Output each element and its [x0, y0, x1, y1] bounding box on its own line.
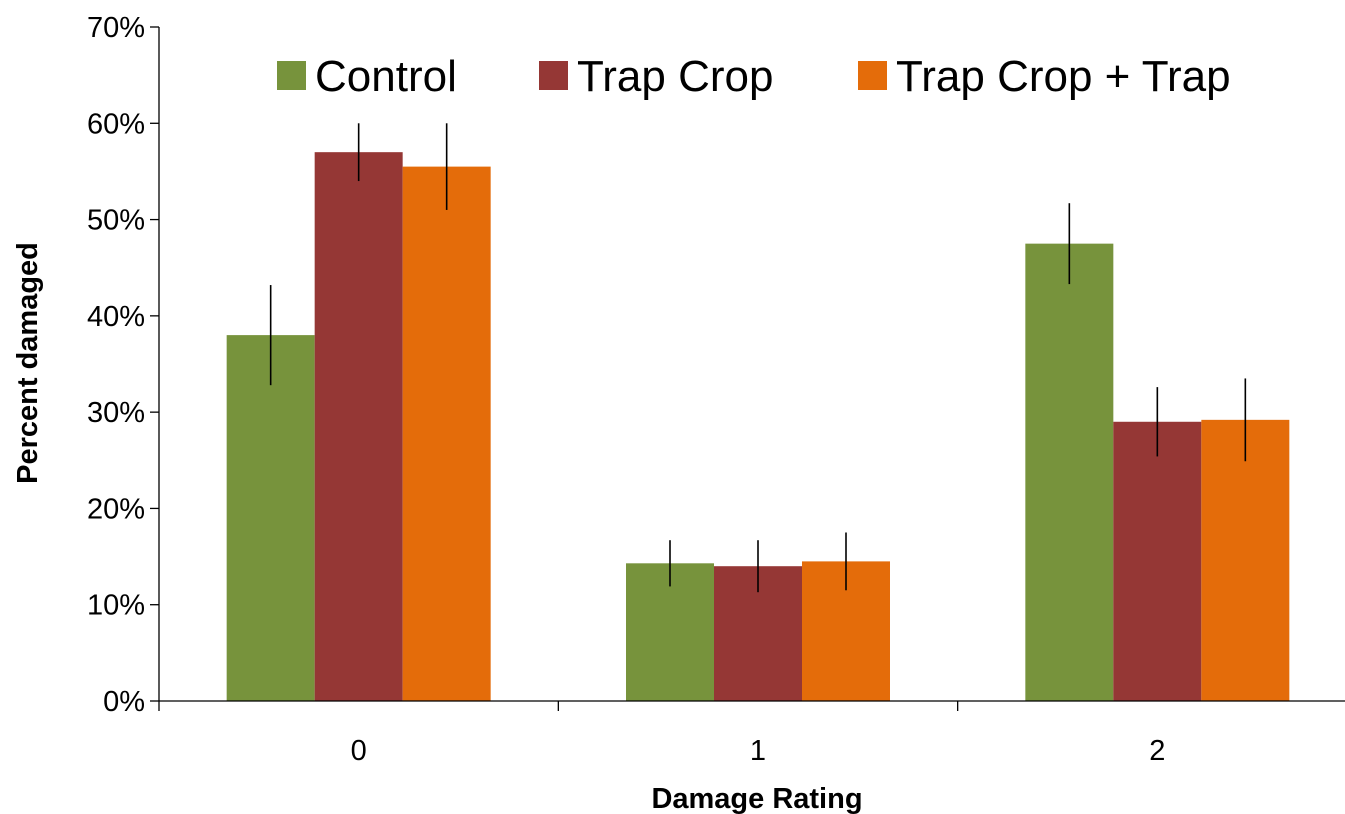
- bar-control-cat-0: [226, 335, 315, 701]
- x-axis-title: Damage Rating: [651, 783, 862, 814]
- y-tick-label: 50%: [87, 205, 145, 237]
- y-axis-title: Percent damaged: [12, 242, 44, 484]
- x-tick-label: 1: [750, 735, 766, 767]
- y-tick-label: 0%: [103, 686, 145, 718]
- bar-control-cat-2: [1025, 243, 1114, 701]
- y-tick-label: 30%: [87, 397, 145, 429]
- axes: [150, 26, 1345, 711]
- bar-trap-crop-trap-cat-0: [402, 166, 491, 702]
- y-tick-label: 20%: [87, 493, 145, 525]
- legend-swatch-trap-crop-trap: [858, 61, 887, 90]
- legend: Control Trap Crop Trap Crop + Trap: [277, 52, 1231, 101]
- bar-trap-crop-cat-0: [314, 152, 403, 701]
- legend-swatch-control: [277, 61, 306, 90]
- legend-label-control: Control: [315, 52, 457, 101]
- y-tick-label: 10%: [87, 590, 145, 622]
- error-bars-layer: [269, 123, 1247, 593]
- tick-labels: 0% 10% 20% 30% 40% 50% 60% 70% 0 1 2: [87, 12, 1165, 767]
- bar-trap-crop-cat-2: [1113, 421, 1202, 701]
- legend-label-trap-crop: Trap Crop: [577, 52, 773, 101]
- legend-swatch-trap-crop: [539, 61, 568, 90]
- bar-trap-crop-trap-cat-2: [1201, 419, 1290, 701]
- x-tick-label: 2: [1149, 735, 1165, 767]
- x-tick-label: 0: [351, 735, 367, 767]
- y-tick-label: 70%: [87, 12, 145, 44]
- y-tick-label: 60%: [87, 108, 145, 140]
- bars-layer: [226, 152, 1290, 702]
- y-tick-label: 40%: [87, 301, 145, 333]
- legend-label-trap-crop-trap: Trap Crop + Trap: [896, 52, 1231, 101]
